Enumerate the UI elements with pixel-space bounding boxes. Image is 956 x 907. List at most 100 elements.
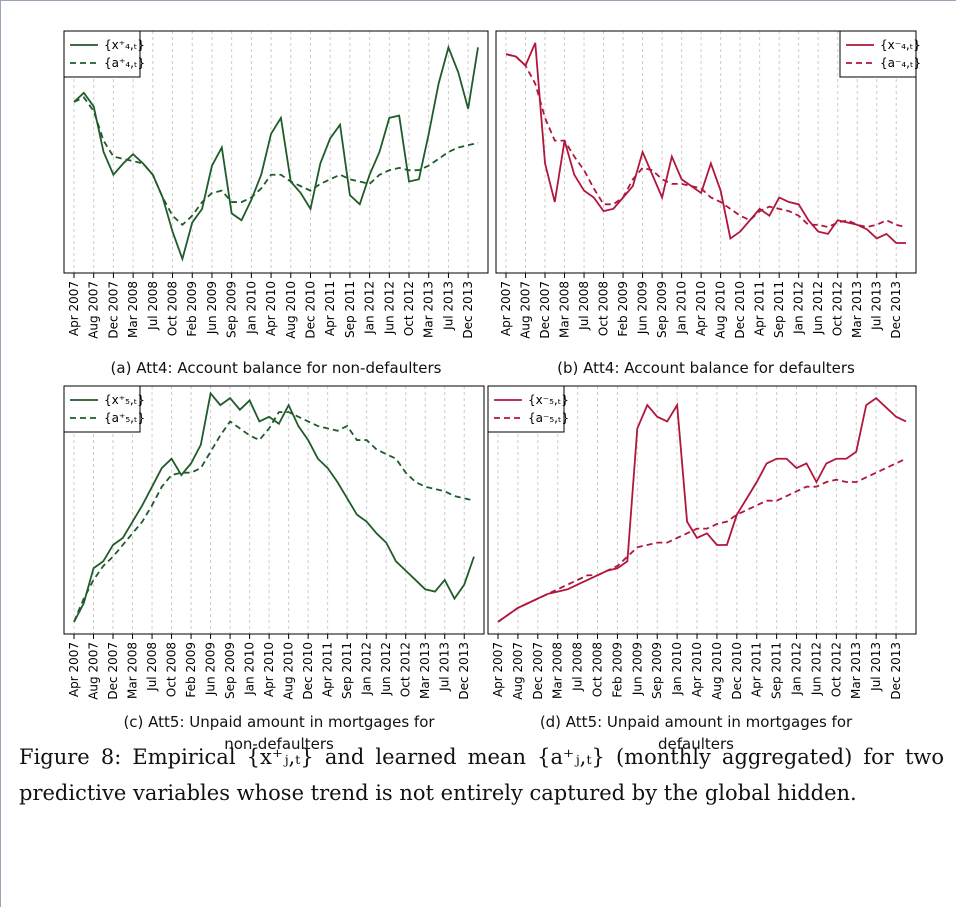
x-tick-label: Oct 2012 — [831, 281, 845, 336]
x-tick-label: Dec 2007 — [106, 281, 120, 339]
x-tick-label: Mar 2013 — [418, 642, 432, 699]
x-tick-label: Feb 2009 — [610, 642, 624, 698]
x-tick-label: Dec 2010 — [730, 642, 744, 700]
x-tick-label: Jul 2008 — [577, 281, 591, 331]
x-tick-label: Jul 2008 — [145, 642, 159, 692]
legend: {x⁻₄,ₜ} {a⁻₄,ₜ} — [839, 30, 921, 78]
x-tick-label: Apr 2011 — [753, 281, 767, 336]
legend-label: {a⁺₄,ₜ} — [104, 56, 145, 70]
x-tick-label: Aug 2007 — [519, 281, 533, 339]
plot-frame — [495, 30, 917, 274]
x-tick-label: Aug 2007 — [87, 642, 101, 700]
x-tick-label: Sep 2011 — [343, 281, 357, 338]
x-tick-label: Apr 2011 — [323, 281, 337, 336]
legend-box — [63, 30, 141, 78]
x-tick-label: Oct 2008 — [165, 642, 179, 697]
legend-label: {a⁻₅,ₜ} — [528, 411, 569, 425]
line-series — [497, 457, 907, 623]
figure-caption: Figure 8: Empirical {x⁺ⱼ,ₜ} and learned … — [19, 745, 944, 805]
plot-frame — [63, 385, 485, 635]
line-series — [73, 44, 479, 262]
legend-box — [63, 385, 141, 433]
x-tick-label: Jul 2013 — [870, 281, 884, 331]
x-tick-label: Dec 2007 — [106, 642, 120, 700]
x-tick-label: Dec 2010 — [733, 281, 747, 339]
x-tick-label: Dec 2013 — [889, 642, 903, 700]
x-tick-label: Apr 2011 — [750, 642, 764, 697]
legend-box — [839, 30, 917, 78]
figure: Apr 2007 Aug 2007 Dec 2007 Mar 2008 Jul 2008… — [63, 30, 921, 700]
x-tick-label: Sep 2009 — [655, 281, 669, 338]
x-tick-label: Oct 2012 — [829, 642, 843, 697]
x-tick-label: Mar 2013 — [422, 281, 436, 338]
x-tick-label: Jun 2009 — [630, 642, 644, 696]
x-tick-label: Mar 2013 — [849, 642, 863, 699]
x-tick-label: Mar 2008 — [551, 642, 565, 699]
line-series — [505, 42, 906, 244]
x-tick-label: Dec 2013 — [457, 642, 471, 700]
legend-label: {a⁺₅,ₜ} — [104, 411, 145, 425]
x-tick-label: Aug 2010 — [714, 281, 728, 339]
x-tick-label: Apr 2010 — [694, 281, 708, 336]
x-tick-label: Jul 2013 — [438, 642, 452, 692]
x-tick-label: Jan 2010 — [244, 281, 258, 335]
x-tick-label: Feb 2009 — [184, 642, 198, 698]
x-tick-label: Apr 2007 — [499, 281, 513, 336]
x-tick-label: Jan 2012 — [792, 281, 806, 335]
legend-label: {x⁺₅,ₜ} — [104, 393, 145, 407]
x-tick-label: Apr 2011 — [321, 642, 335, 697]
x-tick-label: Sep 2009 — [225, 281, 239, 338]
x-tick-label: Oct 2008 — [591, 642, 605, 697]
x-tick-label: Dec 2010 — [301, 642, 315, 700]
subcaption: (b) Att4: Account balance for defaulters — [557, 359, 855, 377]
legend: {x⁻₅,ₜ} {a⁻₅,ₜ} — [487, 385, 569, 433]
x-tick-label: Oct 2012 — [399, 642, 413, 697]
x-tick-label: Jun 2012 — [382, 281, 396, 335]
legend: {x⁺₄,ₜ} {a⁺₄,ₜ} — [63, 30, 145, 78]
x-tick-label: Jul 2013 — [441, 281, 455, 331]
x-tick-label: Mar 2008 — [126, 281, 140, 338]
line-series — [505, 53, 907, 229]
x-tick-label: Oct 2008 — [597, 281, 611, 336]
x-tick-label: Dec 2007 — [531, 642, 545, 700]
x-tick-label: Aug 2010 — [282, 642, 296, 700]
line-series — [73, 96, 479, 227]
legend-label: {x⁻₅,ₜ} — [528, 393, 569, 407]
x-tick-label: Jun 2012 — [811, 281, 825, 335]
x-tick-label: Sep 2011 — [770, 642, 784, 699]
x-tick-label: Apr 2007 — [67, 281, 81, 336]
x-tick-label: Apr 2007 — [67, 642, 81, 697]
x-tick-label: Jan 2010 — [675, 281, 689, 335]
subcaption: (d) Att5: Unpaid amount in mortgages for… — [539, 713, 853, 753]
x-tick-label: Dec 2013 — [461, 281, 475, 339]
x-tick-label: Jan 2012 — [360, 642, 374, 696]
x-tick-label: Mar 2013 — [850, 281, 864, 338]
x-tick-label: Jul 2008 — [571, 642, 585, 692]
legend-box — [487, 385, 565, 433]
x-tick-label: Jan 2010 — [243, 642, 257, 696]
x-tick-label: Dec 2010 — [303, 281, 317, 339]
x-tick-label: Jun 2009 — [205, 281, 219, 335]
line-series — [73, 411, 475, 623]
x-tick-label: Jul 2008 — [146, 281, 160, 331]
x-tick-label: Feb 2009 — [185, 281, 199, 337]
x-tick-label: Mar 2008 — [126, 642, 140, 699]
x-tick-label: Jan 2012 — [790, 642, 804, 696]
x-tick-label: Aug 2010 — [284, 281, 298, 339]
legend-label: {x⁻₄,ₜ} — [880, 38, 921, 52]
x-tick-label: Sep 2011 — [340, 642, 354, 699]
x-tick-label: Sep 2009 — [223, 642, 237, 699]
x-tick-label: Jun 2012 — [809, 642, 823, 696]
legend: {x⁺₅,ₜ} {a⁺₅,ₜ} — [63, 385, 145, 433]
x-tick-label: Aug 2007 — [511, 642, 525, 700]
legend-label: {a⁻₄,ₜ} — [880, 56, 921, 70]
x-tick-label: Jun 2012 — [379, 642, 393, 696]
x-tick-label: Dec 2007 — [538, 281, 552, 339]
x-tick-label: Jan 2012 — [363, 281, 377, 335]
x-tick-label: Oct 2008 — [166, 281, 180, 336]
x-tick-label: Jul 2013 — [869, 642, 883, 692]
x-tick-label: Jun 2009 — [204, 642, 218, 696]
x-tick-label: Apr 2010 — [264, 281, 278, 336]
x-tick-label: Feb 2009 — [616, 281, 630, 337]
